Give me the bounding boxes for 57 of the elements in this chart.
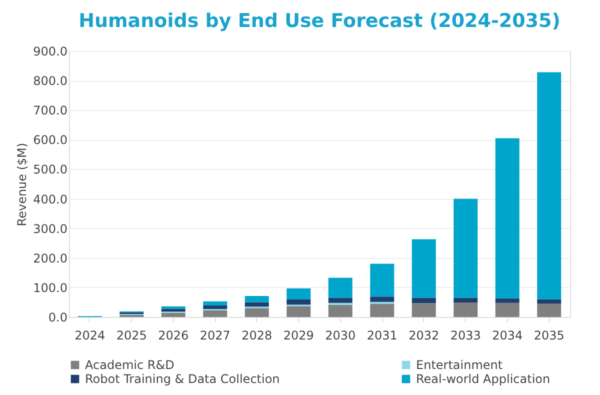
y-tick-label: 800.0 — [33, 74, 68, 88]
bar — [495, 138, 520, 298]
bar — [412, 298, 436, 304]
bar — [286, 300, 311, 305]
x-tick-label: 2027 — [200, 328, 230, 342]
legend-label: Real-world Application — [416, 372, 550, 386]
x-tick-label: 2034 — [492, 328, 523, 342]
bar — [161, 312, 186, 317]
x-tick-label: 2025 — [116, 328, 147, 342]
y-tick-label: 200.0 — [33, 251, 68, 266]
bar — [286, 288, 311, 300]
bar — [537, 299, 562, 304]
bar — [161, 308, 186, 312]
x-tick-label: 2028 — [242, 328, 272, 342]
bar — [328, 278, 352, 298]
bar — [244, 308, 269, 317]
y-tick-label: 100.0 — [33, 280, 68, 295]
legend-label: Robot Training & Data Collection — [85, 372, 280, 386]
x-tick-label: 2024 — [74, 328, 106, 342]
legend-label: Academic R&D — [85, 358, 174, 372]
y-tick-label: 300.0 — [33, 222, 68, 236]
bar — [244, 296, 269, 302]
x-tick-label: 2026 — [158, 328, 189, 342]
bar — [328, 304, 352, 317]
bar — [454, 298, 478, 303]
bar — [454, 302, 478, 317]
x-tick-label: 2029 — [283, 328, 314, 342]
chart-title: Humanoids by End Use Forecast (2024-2035) — [78, 10, 560, 32]
bar — [286, 306, 311, 317]
bar — [537, 72, 562, 300]
y-tick-label: 0.0 — [48, 310, 68, 324]
y-tick-label: 900.0 — [33, 44, 68, 58]
x-tick-label: 2033 — [450, 328, 481, 342]
bar — [412, 239, 436, 298]
bar — [454, 198, 478, 298]
bar — [328, 298, 352, 303]
bar — [203, 301, 228, 306]
legend-label: Entertainment — [416, 358, 503, 372]
x-tick-label: 2035 — [534, 328, 564, 342]
y-tick-label: 700.0 — [33, 104, 68, 118]
bar — [495, 298, 520, 303]
y-tick-label: 400.0 — [33, 192, 68, 206]
x-tick-label: 2032 — [408, 328, 440, 342]
bar — [412, 303, 436, 317]
x-tick-label: 2031 — [366, 328, 398, 342]
bar — [203, 305, 228, 310]
bar — [370, 264, 394, 297]
bar — [370, 296, 394, 302]
y-axis-title: Revenue ($M) — [15, 142, 30, 226]
y-tick-label: 600.0 — [33, 133, 68, 148]
bar — [370, 304, 394, 317]
bar — [203, 310, 228, 317]
y-tick-label: 500.0 — [33, 162, 68, 177]
bar — [244, 302, 269, 307]
bar — [495, 302, 520, 317]
x-tick-label: 2030 — [325, 328, 356, 342]
bar — [537, 304, 562, 317]
